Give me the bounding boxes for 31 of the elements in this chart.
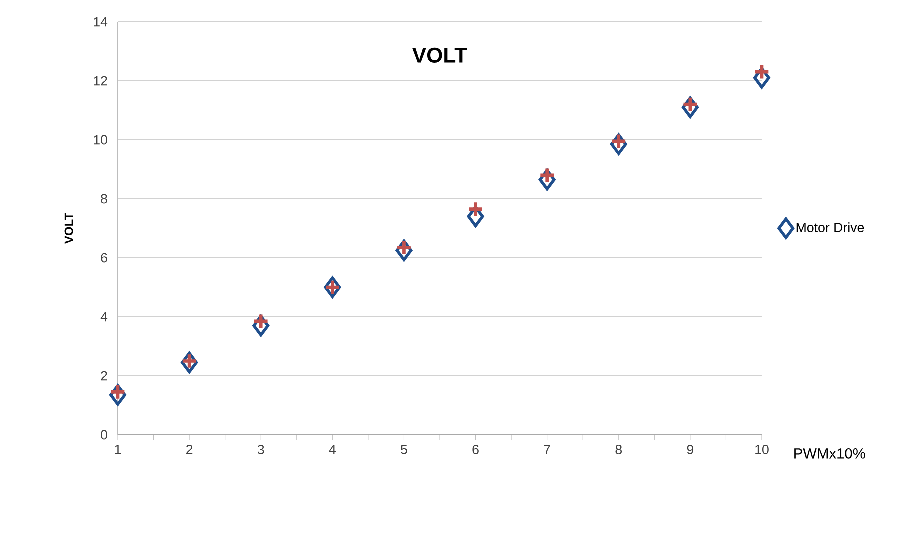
y-tick-label: 10 [94, 135, 108, 145]
x-tick-label: 2 [186, 445, 193, 454]
x-tick-label: 7 [544, 445, 550, 454]
x-tick-label: 3 [258, 445, 264, 454]
legend-label: Motor Drive [796, 222, 864, 232]
x-tick-label: 9 [687, 445, 694, 454]
y-tick-label: 2 [101, 371, 108, 381]
y-tick-label: 4 [100, 312, 108, 322]
point [682, 96, 699, 113]
y-tick-label: 6 [101, 253, 108, 263]
text: VOLT [412, 48, 468, 63]
x-tick-label: 5 [401, 445, 408, 454]
y-tick-label: 8 [101, 194, 108, 204]
point [538, 167, 556, 184]
x-tick-label: 4 [329, 445, 336, 454]
x-tick-label: 8 [616, 445, 622, 454]
point [610, 133, 628, 150]
y-tick-label: 12 [94, 76, 108, 86]
y-tick-label: 14 [94, 17, 108, 27]
point [252, 313, 270, 330]
x-tick-label: 1 [115, 445, 122, 454]
y-tick-label: 0 [101, 430, 108, 440]
x-axis-title: PWMx10% [794, 448, 866, 459]
point [181, 352, 198, 370]
point [754, 64, 770, 80]
point [110, 384, 126, 401]
point [467, 200, 484, 218]
x-tick-label: 10 [756, 445, 769, 454]
x-tick-label: 6 [472, 445, 479, 454]
point [396, 239, 413, 256]
y-axis-title: VOLT [64, 213, 74, 244]
